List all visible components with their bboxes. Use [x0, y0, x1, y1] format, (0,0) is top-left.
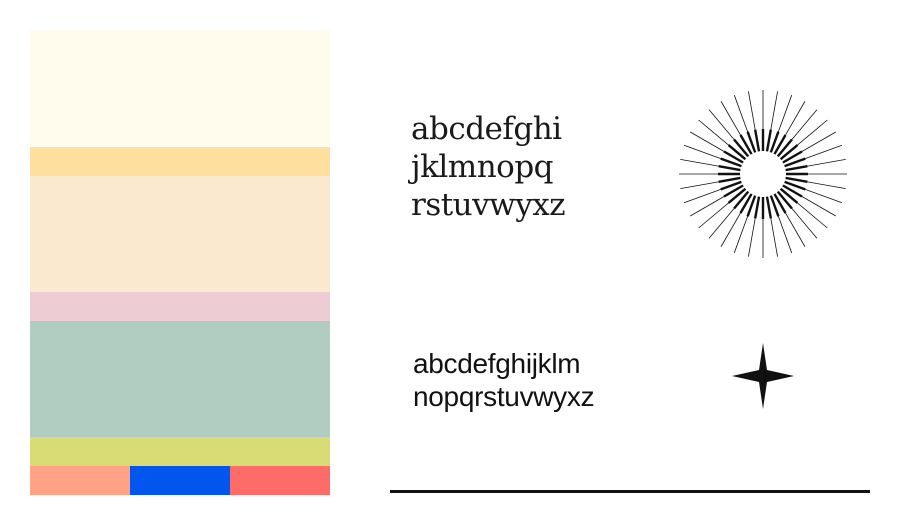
color-palette [30, 30, 330, 495]
serif-line: jklmnopq [411, 149, 554, 185]
sans-line: nopqrstuvwyxz [413, 381, 595, 412]
divider-line [390, 490, 870, 493]
swatch-cream [30, 30, 330, 147]
swatch-pink [30, 292, 330, 321]
swatch-light-orange [30, 147, 330, 176]
starburst-icon [679, 90, 847, 258]
sans-line: abcdefghijklm [413, 348, 581, 379]
four-point-star-icon [732, 343, 794, 409]
swatch-salmon [30, 466, 130, 495]
swatch-peach [30, 176, 330, 292]
swatch-sage [30, 321, 330, 437]
swatch-chartreuse [30, 437, 330, 466]
sans-type-specimen: abcdefghijklm nopqrstuvwyxz [413, 347, 595, 413]
swatch-row-bottom [30, 466, 330, 495]
serif-line: abcdefghi [411, 111, 562, 147]
serif-type-specimen: abcdefghi jklmnopq rstuvwyxz [411, 110, 566, 224]
swatch-blue [130, 466, 230, 495]
serif-line: rstuvwyxz [411, 187, 566, 223]
swatch-coral [230, 466, 330, 495]
